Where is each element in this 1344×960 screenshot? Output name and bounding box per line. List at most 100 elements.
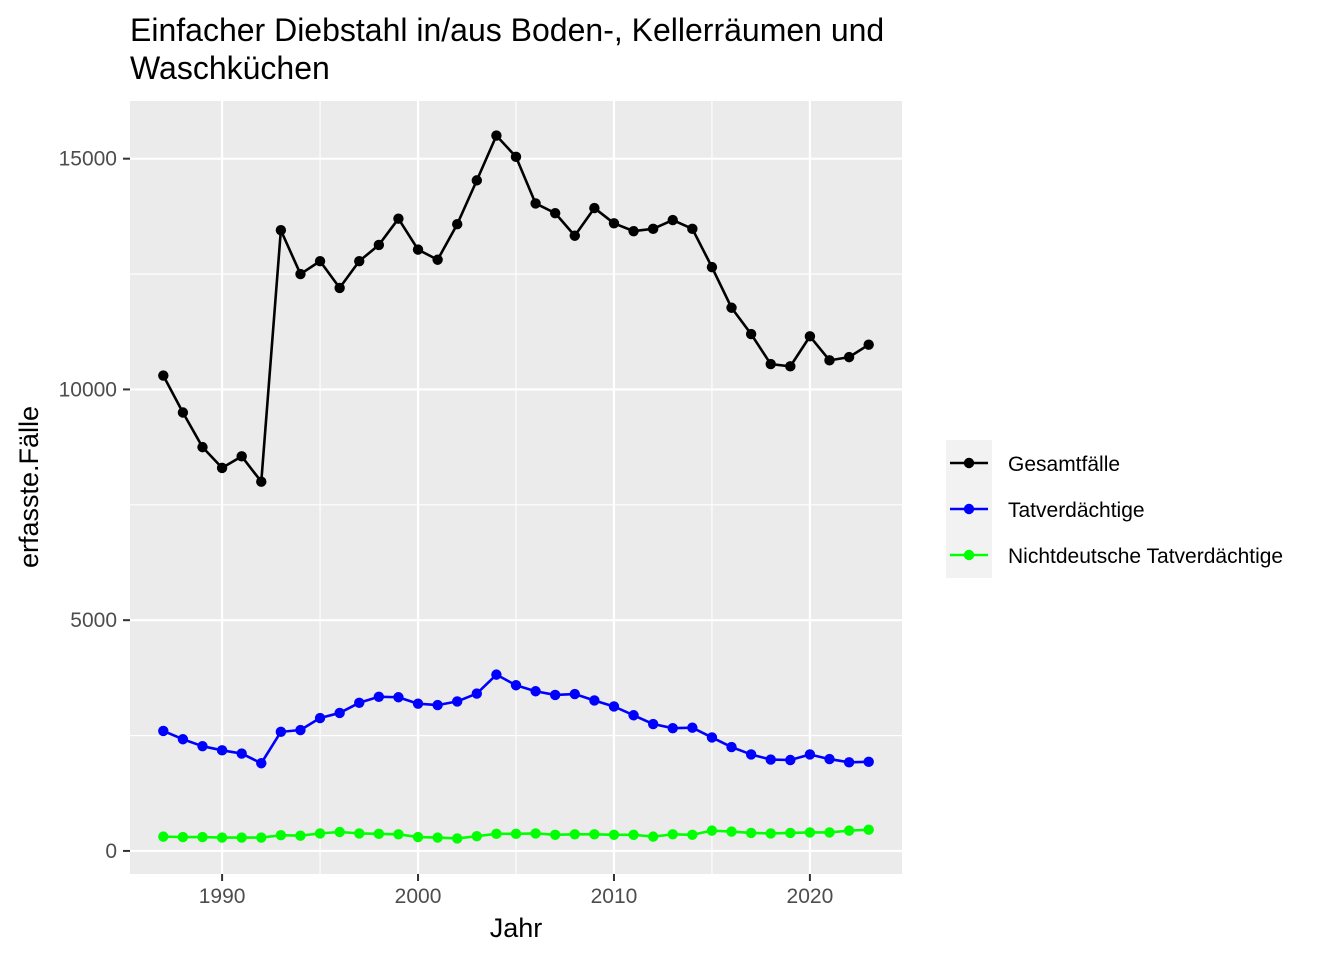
data-point — [824, 827, 835, 838]
y-tick-label: 0 — [105, 840, 117, 863]
data-point — [510, 151, 522, 163]
data-point — [197, 441, 208, 453]
legend-key-point-2 — [963, 549, 975, 561]
data-point — [334, 707, 345, 719]
data-point — [393, 692, 404, 703]
legend-label-2: Nichtdeutsche Tatverdächtige — [1008, 545, 1283, 568]
data-point — [354, 828, 365, 839]
data-point — [824, 355, 835, 366]
data-point — [432, 699, 443, 711]
data-point — [843, 757, 855, 768]
legend-label-1: Tatverdächtige — [1008, 499, 1145, 522]
legend-key-point-0 — [963, 457, 975, 469]
data-point — [608, 701, 620, 712]
data-point — [628, 225, 639, 237]
data-point — [687, 829, 698, 840]
series-0 — [158, 130, 874, 487]
data-point — [706, 732, 718, 743]
x-axis: 1990 2000 2010 2020 — [199, 874, 833, 908]
data-point — [667, 829, 678, 840]
data-point — [510, 828, 522, 840]
data-point — [471, 830, 483, 842]
data-point — [589, 829, 600, 840]
data-point — [452, 696, 463, 707]
data-point — [334, 826, 345, 838]
data-point — [275, 225, 287, 236]
series-layer — [158, 130, 874, 844]
data-point — [726, 826, 737, 837]
data-point — [158, 370, 169, 381]
y-axis: 0 5000 10000 15000 — [59, 148, 130, 863]
data-point — [589, 202, 600, 214]
data-point — [295, 268, 306, 280]
data-point — [628, 829, 639, 840]
data-point — [569, 829, 580, 840]
data-point — [667, 214, 678, 226]
data-point — [452, 833, 463, 844]
legend-label-0: Gesamtfälle — [1008, 453, 1120, 476]
data-point — [314, 828, 326, 839]
data-point — [412, 244, 424, 255]
data-point — [491, 130, 502, 141]
data-point — [177, 831, 189, 843]
data-point — [471, 688, 483, 699]
data-point — [256, 476, 267, 487]
x-tick-label: 2000 — [395, 885, 442, 908]
data-point — [765, 828, 776, 839]
data-point — [863, 824, 874, 835]
data-point — [471, 175, 483, 186]
chart-title-line-2: Waschküchen — [130, 50, 330, 86]
data-point — [256, 758, 267, 769]
data-point — [549, 829, 561, 840]
x-axis-title: Jahr — [490, 913, 543, 943]
data-point — [647, 831, 659, 842]
data-point — [393, 829, 404, 840]
data-point — [785, 361, 796, 372]
data-point — [216, 832, 228, 843]
legend-key-point-1 — [963, 503, 975, 515]
data-point — [158, 831, 169, 842]
series-2 — [158, 824, 874, 844]
data-point — [628, 710, 639, 721]
data-point — [726, 302, 737, 313]
chart-title-line-1: Einfacher Diebstahl in/aus Boden-, Kelle… — [130, 12, 884, 48]
data-point — [804, 827, 816, 838]
data-point — [706, 825, 718, 836]
data-point — [334, 282, 345, 294]
data-point — [354, 697, 365, 708]
data-point — [569, 230, 580, 241]
data-point — [687, 722, 698, 733]
data-point — [804, 331, 816, 342]
data-point — [549, 207, 561, 219]
data-point — [530, 686, 541, 697]
data-point — [275, 726, 287, 738]
data-point — [667, 722, 678, 734]
legend: Gesamtfälle Tatverdächtige Nichtdeutsche T… — [946, 440, 1283, 578]
data-point — [314, 255, 326, 267]
data-point — [608, 218, 620, 229]
y-tick-label: 10000 — [59, 378, 117, 401]
data-point — [765, 358, 776, 370]
data-point — [314, 712, 326, 724]
data-point — [432, 832, 443, 843]
data-point — [236, 748, 247, 759]
data-point — [177, 734, 189, 745]
data-point — [745, 749, 757, 760]
data-point — [530, 198, 541, 209]
minor-gridlines — [130, 101, 902, 874]
data-point — [687, 223, 698, 235]
data-point — [432, 254, 443, 265]
data-point — [491, 669, 502, 680]
data-point — [647, 223, 659, 235]
data-point — [843, 825, 855, 836]
data-point — [256, 832, 267, 843]
data-point — [863, 339, 874, 350]
data-point — [491, 828, 502, 840]
y-tick-label: 5000 — [70, 609, 117, 632]
data-point — [236, 451, 247, 462]
data-point — [726, 741, 737, 753]
data-point — [158, 725, 169, 737]
data-point — [354, 255, 365, 267]
data-point — [177, 407, 189, 418]
data-point — [510, 680, 522, 691]
